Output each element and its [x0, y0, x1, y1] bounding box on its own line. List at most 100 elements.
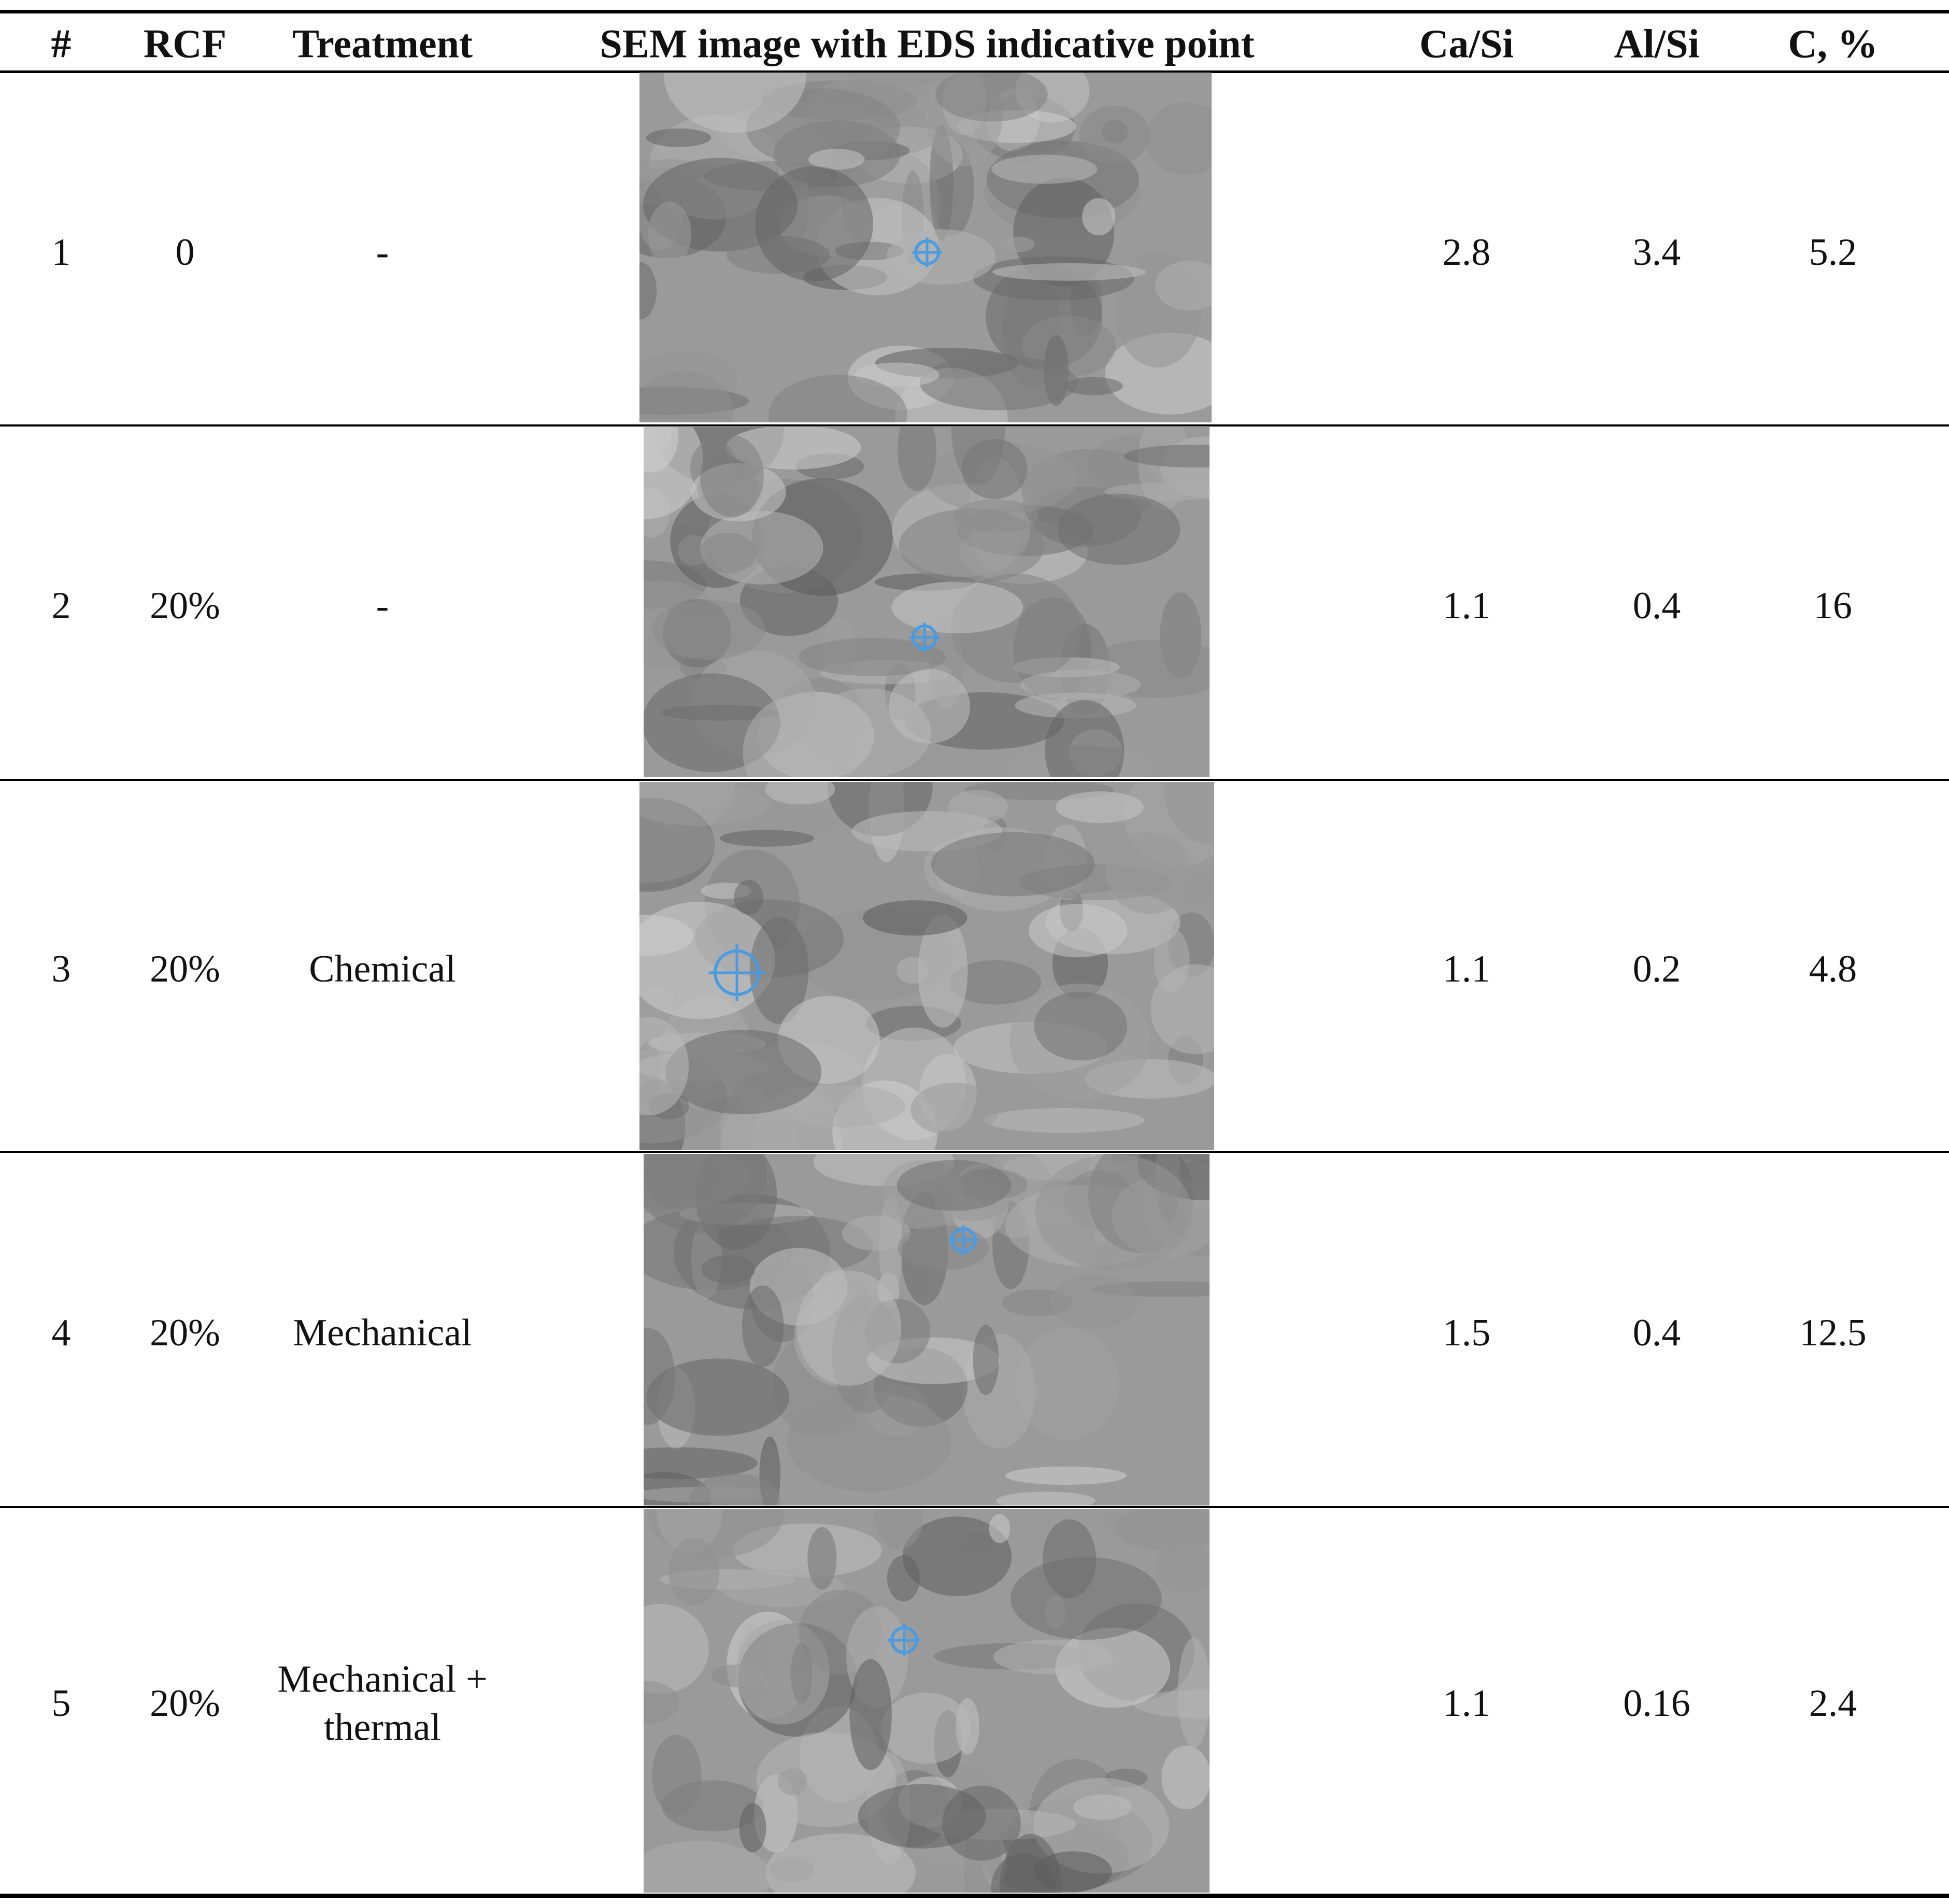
table-cell: 0.16	[1623, 1682, 1690, 1725]
table-cell: -	[376, 231, 389, 274]
sem-texture	[1123, 445, 1210, 467]
sem-texture	[1150, 964, 1214, 1055]
table-cell: 3	[51, 947, 71, 990]
rule	[0, 1894, 1949, 1898]
table-cell: Mechanical	[293, 1311, 472, 1354]
sem-texture	[1063, 377, 1123, 395]
sem-texture	[644, 1328, 675, 1425]
sem-texture	[639, 902, 775, 1019]
sem-texture	[1033, 1778, 1170, 1874]
sem-texture	[742, 1285, 784, 1367]
sem-texture	[644, 1447, 758, 1479]
sem-texture	[699, 532, 757, 574]
sem-texture	[1057, 493, 1180, 565]
sem-texture	[911, 1083, 999, 1136]
sem-texture	[935, 73, 1048, 122]
sem-texture	[863, 900, 968, 936]
sem-texture	[719, 830, 815, 847]
sem-texture	[992, 263, 1146, 281]
table-cell: 20%	[150, 584, 220, 627]
sem-image	[639, 73, 1212, 422]
sem-texture	[991, 154, 1098, 184]
sem-texture	[842, 1215, 911, 1251]
sem-texture	[689, 1473, 781, 1505]
sem-texture	[854, 362, 940, 387]
sem-texture	[1005, 1466, 1127, 1485]
sem-texture	[846, 73, 957, 87]
sem-texture	[644, 427, 703, 519]
table-cell: 20%	[150, 1311, 220, 1354]
table-cell: 5.2	[1809, 231, 1857, 274]
rule	[0, 10, 1949, 13]
sem-texture	[996, 1491, 1096, 1505]
sem-texture	[639, 262, 657, 320]
sem-texture	[787, 1392, 951, 1492]
table-cell: 3.4	[1632, 231, 1681, 274]
table-cell: 4	[51, 1311, 71, 1354]
sem-texture	[891, 581, 1023, 634]
sem-texture	[897, 427, 936, 491]
sem-texture	[999, 1834, 1062, 1893]
sem-image	[644, 1154, 1210, 1505]
rule	[0, 1151, 1949, 1153]
rule	[0, 1506, 1949, 1508]
sem-texture	[646, 1358, 789, 1436]
rule	[0, 424, 1949, 427]
sem-texture	[897, 1225, 989, 1270]
sem-texture	[1000, 236, 1035, 252]
sem-texture	[949, 960, 1042, 1005]
table-cell: -	[376, 584, 389, 627]
table-cell: 4.8	[1809, 947, 1857, 990]
sem-texture	[881, 1693, 972, 1764]
sem-texture	[1079, 105, 1150, 165]
sem-texture	[807, 1527, 837, 1590]
sem-texture	[639, 805, 716, 883]
header-cell: Al/Si	[1614, 21, 1700, 66]
sem-texture	[639, 371, 733, 422]
sem-texture	[1163, 782, 1214, 844]
sem-texture	[1045, 700, 1125, 777]
sem-texture	[798, 638, 946, 676]
table-cell: 16	[1814, 584, 1852, 627]
header-cell: C, %	[1788, 21, 1878, 66]
sem-texture	[888, 669, 971, 744]
table-cell: 1.5	[1442, 1311, 1491, 1354]
sem-texture	[765, 782, 835, 805]
sem-texture	[644, 1154, 750, 1210]
sem-texture	[931, 832, 1095, 897]
header-cell: SEM image with EDS indicative point	[600, 21, 1255, 66]
sem-texture	[1082, 198, 1116, 236]
sem-texture	[953, 499, 1038, 533]
sem-texture	[1055, 791, 1144, 823]
sem-texture	[902, 1516, 1012, 1597]
sem-texture	[919, 355, 1078, 410]
sem-texture	[1015, 1328, 1119, 1440]
sem-texture	[1133, 1689, 1210, 1718]
sem-texture	[768, 375, 907, 422]
sem-texture	[651, 1735, 702, 1815]
table-cell: 12.5	[1799, 1311, 1867, 1354]
sem-texture	[973, 1325, 999, 1395]
table-cell: 5	[51, 1682, 71, 1725]
table-cell: 1	[51, 231, 71, 274]
sem-texture	[668, 1538, 720, 1605]
sem-texture	[858, 1784, 986, 1849]
sem-texture	[660, 704, 778, 721]
sem-texture	[1161, 1745, 1210, 1810]
sem-texture	[644, 1681, 679, 1724]
sem-texture	[918, 915, 968, 1028]
sem-image	[644, 427, 1210, 777]
header-cell: RCF	[143, 21, 227, 66]
sem-texture	[951, 427, 1005, 485]
sem-texture	[1145, 102, 1212, 175]
sem-texture	[1106, 832, 1193, 914]
sem-texture	[663, 73, 807, 133]
sem-texture	[739, 1803, 766, 1853]
header-cell: Ca/Si	[1419, 21, 1514, 66]
sem-texture	[665, 1030, 822, 1115]
table-cell: 1.1	[1442, 947, 1491, 990]
sem-texture	[796, 1270, 902, 1386]
sem-texture	[1155, 260, 1212, 311]
sem-texture	[1043, 1519, 1097, 1598]
sem-texture	[1113, 1509, 1210, 1551]
